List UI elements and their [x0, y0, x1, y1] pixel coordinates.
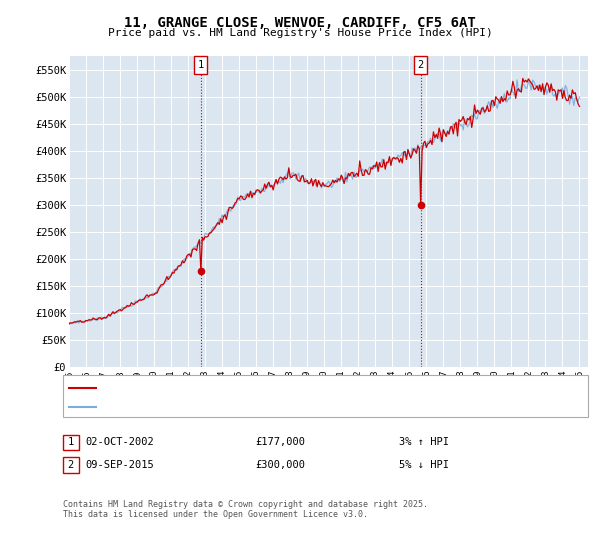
Text: Price paid vs. HM Land Registry's House Price Index (HPI): Price paid vs. HM Land Registry's House …	[107, 28, 493, 38]
Text: 1: 1	[68, 437, 74, 447]
Text: £300,000: £300,000	[255, 460, 305, 470]
Text: Contains HM Land Registry data © Crown copyright and database right 2025.
This d: Contains HM Land Registry data © Crown c…	[63, 500, 428, 519]
Text: 2: 2	[418, 60, 424, 70]
Text: 11, GRANGE CLOSE, WENVOE, CARDIFF, CF5 6AT: 11, GRANGE CLOSE, WENVOE, CARDIFF, CF5 6…	[124, 16, 476, 30]
Text: 11, GRANGE CLOSE, WENVOE, CARDIFF, CF5 6AT (detached house): 11, GRANGE CLOSE, WENVOE, CARDIFF, CF5 6…	[100, 383, 447, 393]
Text: £177,000: £177,000	[255, 437, 305, 447]
Text: 5% ↓ HPI: 5% ↓ HPI	[399, 460, 449, 470]
Text: 02-OCT-2002: 02-OCT-2002	[86, 437, 155, 447]
Text: 3% ↑ HPI: 3% ↑ HPI	[399, 437, 449, 447]
Text: 1: 1	[198, 60, 204, 70]
Text: 2: 2	[68, 460, 74, 470]
Text: 09-SEP-2015: 09-SEP-2015	[86, 460, 155, 470]
Text: HPI: Average price, detached house, Vale of Glamorgan: HPI: Average price, detached house, Vale…	[100, 402, 412, 412]
